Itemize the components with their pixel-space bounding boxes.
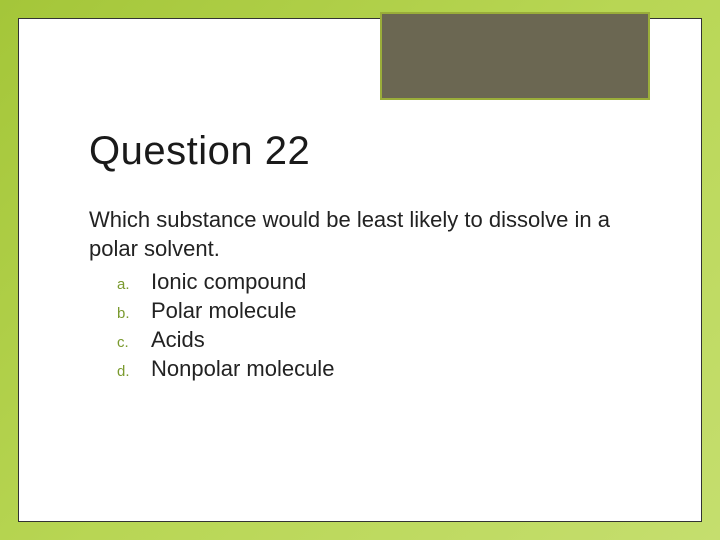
question-title: Question 22: [89, 129, 631, 174]
option-b: b. Polar molecule: [117, 298, 631, 324]
option-label: a.: [117, 276, 151, 293]
option-text: Nonpolar molecule: [151, 356, 334, 382]
decorative-corner-box: [380, 12, 650, 100]
option-a: a. Ionic compound: [117, 269, 631, 295]
question-prompt: Which substance would be least likely to…: [89, 206, 631, 263]
option-label: d.: [117, 363, 151, 380]
slide-container: Question 22 Which substance would be lea…: [0, 0, 720, 540]
option-text: Ionic compound: [151, 269, 306, 295]
option-label: b.: [117, 305, 151, 322]
option-label: c.: [117, 334, 151, 351]
option-text: Polar molecule: [151, 298, 297, 324]
option-text: Acids: [151, 327, 205, 353]
option-d: d. Nonpolar molecule: [117, 356, 631, 382]
option-c: c. Acids: [117, 327, 631, 353]
options-list: a. Ionic compound b. Polar molecule c. A…: [89, 269, 631, 382]
